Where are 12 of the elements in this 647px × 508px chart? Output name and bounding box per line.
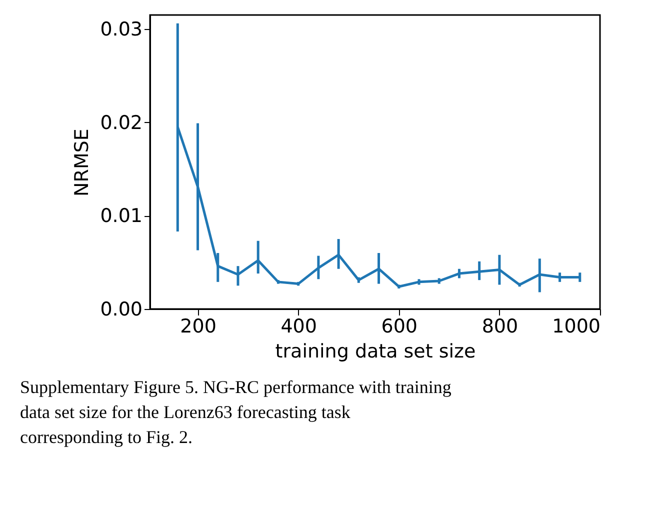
y-tick-label: 0.02 xyxy=(100,112,142,134)
y-tick-label: 0.00 xyxy=(100,298,142,320)
y-axis-title: NRMSE xyxy=(71,128,94,196)
x-tick-label: 600 xyxy=(381,316,418,338)
y-tick-label: 0.03 xyxy=(100,18,142,40)
x-axis-title: training data set size xyxy=(275,340,476,362)
x-tick-label: 1000 xyxy=(552,316,600,338)
text: Supplementary Figure 5. NG-RC performance with training data set size for the Lorenz63 forecasting task corresponding to Fig. 2. xyxy=(20,377,452,447)
x-tick-label: 800 xyxy=(482,316,518,338)
x-tick-label: 200 xyxy=(180,316,216,338)
y-tick-label: 0.01 xyxy=(100,205,142,228)
x-tick-label: 400 xyxy=(280,316,317,338)
